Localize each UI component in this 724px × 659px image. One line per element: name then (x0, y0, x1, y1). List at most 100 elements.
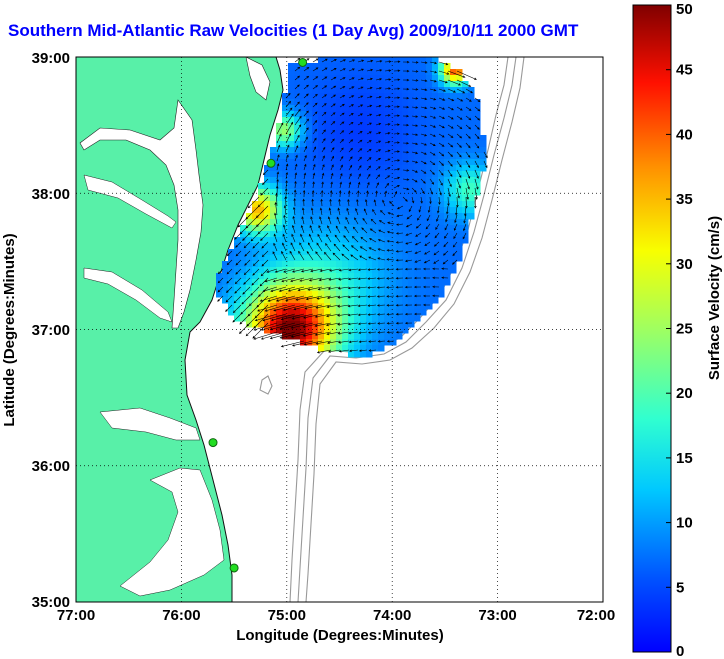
velocity-cell (318, 273, 325, 280)
velocity-arrow (402, 60, 410, 64)
velocity-cell (246, 237, 253, 244)
velocity-arrow (278, 286, 296, 292)
velocity-cell (282, 99, 289, 106)
velocity-cell (420, 165, 427, 172)
velocity-cell (438, 165, 445, 172)
velocity-arrow (474, 124, 480, 130)
velocity-arrow (445, 214, 449, 223)
velocity-cell (246, 291, 253, 298)
velocity-cell (294, 63, 301, 70)
velocity-arrow (411, 187, 417, 193)
velocity-cell (402, 231, 409, 238)
velocity-arrow (337, 304, 350, 308)
velocity-arrow (317, 286, 332, 291)
velocity-cell (402, 105, 409, 112)
velocity-cell (414, 267, 421, 274)
velocity-arrow (281, 250, 287, 261)
velocity-cell (324, 117, 331, 124)
velocity-cell (408, 231, 415, 238)
velocity-cell (228, 297, 235, 304)
velocity-cell (294, 207, 301, 214)
velocity-cell (252, 303, 259, 310)
velocity-cell (426, 285, 433, 292)
velocity-cell (300, 315, 307, 322)
velocity-cell (432, 285, 439, 292)
chart-title: Southern Mid-Atlantic Raw Velocities (1 … (8, 21, 579, 40)
velocity-arrow (348, 340, 359, 344)
velocity-cell (318, 309, 325, 316)
velocity-cell (276, 237, 283, 244)
velocity-cell (312, 165, 319, 172)
velocity-cell (462, 165, 469, 172)
velocity-cell (390, 291, 397, 298)
velocity-cell (264, 243, 271, 250)
velocity-cell (306, 105, 313, 112)
velocity-cell (396, 147, 403, 154)
velocity-arrow (235, 250, 242, 257)
velocity-cell (348, 345, 355, 352)
velocity-cell (216, 285, 223, 292)
velocity-cell (312, 219, 319, 226)
velocity-cell (444, 225, 451, 232)
velocity-cell (426, 147, 433, 154)
velocity-cell (444, 105, 451, 112)
velocity-arrow (396, 214, 404, 218)
velocity-arrow (285, 113, 294, 126)
velocity-arrow (393, 159, 401, 162)
velocity-cell (324, 297, 331, 304)
velocity-arrow (384, 190, 388, 198)
velocity-arrow (433, 250, 440, 256)
velocity-arrow (312, 102, 318, 108)
velocity-cell (366, 183, 373, 190)
velocity-cell (468, 195, 475, 202)
velocity-cell (420, 135, 427, 142)
velocity-arrow (358, 349, 368, 352)
velocity-arrow (432, 267, 440, 271)
velocity-arrow (447, 124, 454, 129)
velocity-cell (414, 291, 421, 298)
velocity-cell (330, 171, 337, 178)
velocity-arrow (242, 232, 251, 241)
velocity-cell (318, 93, 325, 100)
velocity-cell (354, 201, 361, 208)
velocity-cell (252, 213, 259, 220)
velocity-arrow (375, 78, 383, 81)
velocity-cell (366, 243, 373, 250)
velocity-cell (312, 183, 319, 190)
velocity-cell (294, 249, 301, 256)
velocity-cell (282, 309, 289, 316)
velocity-cell (282, 153, 289, 160)
velocity-cell (276, 171, 283, 178)
velocity-cell (390, 147, 397, 154)
velocity-cell (390, 69, 397, 76)
velocity-cell (288, 123, 295, 130)
velocity-cell (396, 165, 403, 172)
velocity-cell (312, 105, 319, 112)
velocity-arrow (217, 268, 224, 275)
velocity-cell (240, 285, 247, 292)
velocity-cell (468, 123, 475, 130)
velocity-cell (270, 231, 277, 238)
velocity-cell (240, 279, 247, 286)
velocity-cell (390, 195, 397, 202)
velocity-arrow (234, 232, 242, 240)
velocity-cell (402, 291, 409, 298)
velocity-cell (372, 171, 379, 178)
velocity-cell (354, 333, 361, 340)
velocity-arrow (279, 322, 305, 330)
velocity-cell (360, 243, 367, 250)
velocity-arrow (273, 223, 278, 234)
velocity-cell (372, 255, 379, 262)
velocity-cell (366, 297, 373, 304)
velocity-arrow (413, 285, 422, 289)
velocity-cell (426, 183, 433, 190)
velocity-cell (378, 117, 385, 124)
velocity-cell (348, 57, 355, 64)
velocity-arrow (298, 250, 305, 261)
velocity-arrow (441, 267, 449, 271)
velocity-cell (324, 303, 331, 310)
velocity-cell (354, 147, 361, 154)
velocity-cell (438, 93, 445, 100)
velocity-arrow (291, 233, 296, 243)
velocity-cell (366, 93, 373, 100)
